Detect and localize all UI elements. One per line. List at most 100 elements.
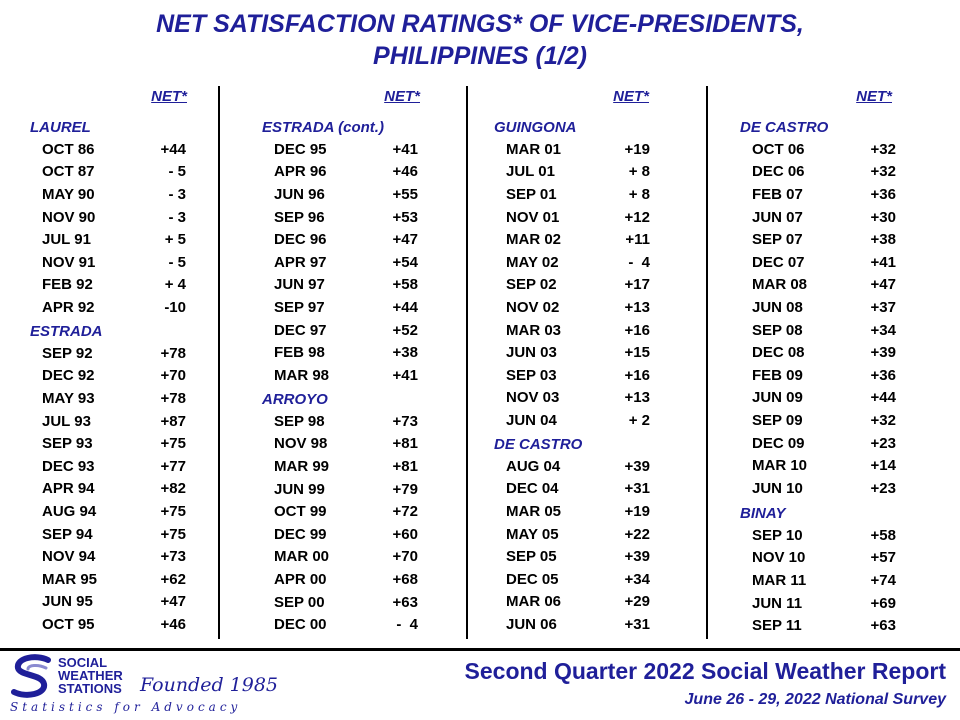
survey-date: SEP 09 (752, 411, 803, 429)
report-title: Second Quarter 2022 Social Weather Repor… (464, 658, 946, 684)
rating-row: OCT 87 - 5 (30, 161, 240, 184)
net-rating: +46 (160, 615, 186, 633)
survey-date: DEC 93 (42, 457, 95, 475)
survey-date: JUN 99 (274, 480, 325, 498)
rating-row: JUN 11 +69 (740, 592, 950, 615)
survey-date: APR 92 (42, 298, 95, 316)
net-rating: +47 (392, 231, 418, 249)
net-rating: +69 (870, 594, 896, 612)
rating-row: APR 94 +82 (30, 478, 240, 501)
net-rating: - 4 (396, 616, 418, 634)
rating-row: FEB 92 + 4 (30, 274, 240, 297)
survey-date: MAY 02 (506, 253, 559, 271)
rating-row: SEP 93 +75 (30, 432, 240, 455)
survey-date: SEP 92 (42, 344, 93, 362)
rating-row: SEP 05 +39 (494, 545, 704, 568)
rating-row: AUG 04 +39 (494, 455, 704, 478)
net-rating: +19 (624, 140, 650, 158)
rating-row: SEP 03 +16 (494, 364, 704, 387)
rating-row: DEC 09 +23 (740, 432, 950, 455)
survey-date: MAY 90 (42, 185, 95, 203)
rating-row: SEP 10 +58 (740, 524, 950, 547)
rating-row: JUN 97 +58 (262, 274, 472, 297)
survey-date: FEB 07 (752, 185, 803, 203)
rating-row: MAR 11 +74 (740, 569, 950, 592)
rating-row: SEP 94 +75 (30, 523, 240, 546)
survey-date: APR 94 (42, 480, 95, 498)
survey-date: DEC 96 (274, 231, 327, 249)
section-name: BINAY (740, 505, 786, 522)
column-divider (706, 86, 708, 639)
net-rating: +82 (160, 480, 186, 498)
net-rating: +46 (392, 163, 418, 181)
section-estrada: ESTRADA SEP 92 +78 DEC 92 +70 MAY 93 +78 JUL 9… (30, 322, 240, 636)
survey-date: SEP 02 (506, 276, 557, 294)
rating-row: SEP 97 +44 (262, 296, 472, 319)
net-rating: +60 (392, 525, 418, 543)
rating-row: AUG 94 +75 (30, 500, 240, 523)
survey-date: SEP 97 (274, 298, 325, 316)
survey-date: DEC 99 (274, 525, 327, 543)
survey-date: SEP 96 (274, 208, 325, 226)
net-rating: +13 (624, 298, 650, 316)
rating-row: SEP 92 +78 (30, 342, 240, 365)
rating-row: MAY 90 - 3 (30, 183, 240, 206)
survey-date: NOV 02 (506, 298, 560, 316)
survey-date: JUN 11 (752, 594, 803, 612)
survey-date: JUN 07 (752, 208, 803, 226)
survey-date: SEP 94 (42, 525, 93, 543)
net-rating: +44 (392, 298, 418, 316)
section-name: ARROYO (262, 391, 328, 408)
survey-date: DEC 97 (274, 321, 327, 339)
rating-row: JUN 04 + 2 (494, 409, 704, 432)
section-de-castro-cont: DE CASTRO OCT 06 +32 DEC 06 +32 FEB 07 +36 JUN… (740, 118, 950, 500)
survey-date: APR 97 (274, 253, 327, 271)
net-rating: +47 (160, 593, 186, 611)
rating-row: DEC 96 +47 (262, 228, 472, 251)
net-header: NET* (613, 88, 649, 105)
net-rating: +74 (870, 571, 896, 589)
rating-row: OCT 06 +32 (740, 138, 950, 161)
net-rating: +55 (392, 185, 418, 203)
rating-row: MAR 03 +16 (494, 319, 704, 342)
net-rating: +77 (160, 457, 186, 475)
footer-rule (0, 648, 960, 651)
survey-date: FEB 98 (274, 344, 325, 362)
net-rating: +75 (160, 435, 186, 453)
survey-date: MAR 98 (274, 366, 330, 384)
net-rating: +62 (160, 570, 186, 588)
net-rating: +58 (392, 276, 418, 294)
net-rating: +70 (392, 548, 418, 566)
net-header: NET* (384, 88, 420, 105)
logo-founded: Founded 1985 (140, 674, 279, 696)
rating-row: DEC 08 +39 (740, 341, 950, 364)
net-rating: +12 (624, 208, 650, 226)
net-rating: + 8 (628, 163, 650, 181)
net-rating: +34 (870, 321, 896, 339)
rating-row: OCT 99 +72 (262, 500, 472, 523)
rating-row: OCT 95 +46 (30, 613, 240, 636)
net-rating: +32 (870, 163, 896, 181)
logo-line-3: STATIONS (58, 681, 122, 696)
rating-row: DEC 07 +41 (740, 251, 950, 274)
rating-row: FEB 98 +38 (262, 341, 472, 364)
rating-row: JUN 99 +79 (262, 478, 472, 501)
survey-date: JUN 06 (506, 615, 557, 633)
survey-date: SEP 03 (506, 366, 557, 384)
survey-date: DEC 08 (752, 344, 805, 362)
survey-date: MAR 99 (274, 457, 330, 475)
survey-date: NOV 94 (42, 548, 96, 566)
survey-date: SEP 01 (506, 185, 557, 203)
survey-date: FEB 92 (42, 276, 93, 294)
net-rating: +36 (870, 185, 896, 203)
survey-date: NOV 01 (506, 208, 560, 226)
net-rating: - 4 (628, 253, 650, 271)
survey-date: SEP 08 (752, 321, 803, 339)
survey-date: AUG 04 (506, 457, 561, 475)
survey-date: MAR 10 (752, 457, 808, 475)
net-rating: - 5 (168, 253, 186, 271)
rating-row: MAR 06 +29 (494, 591, 704, 614)
survey-date: SEP 10 (752, 526, 803, 544)
sws-swirl-icon (11, 654, 51, 698)
